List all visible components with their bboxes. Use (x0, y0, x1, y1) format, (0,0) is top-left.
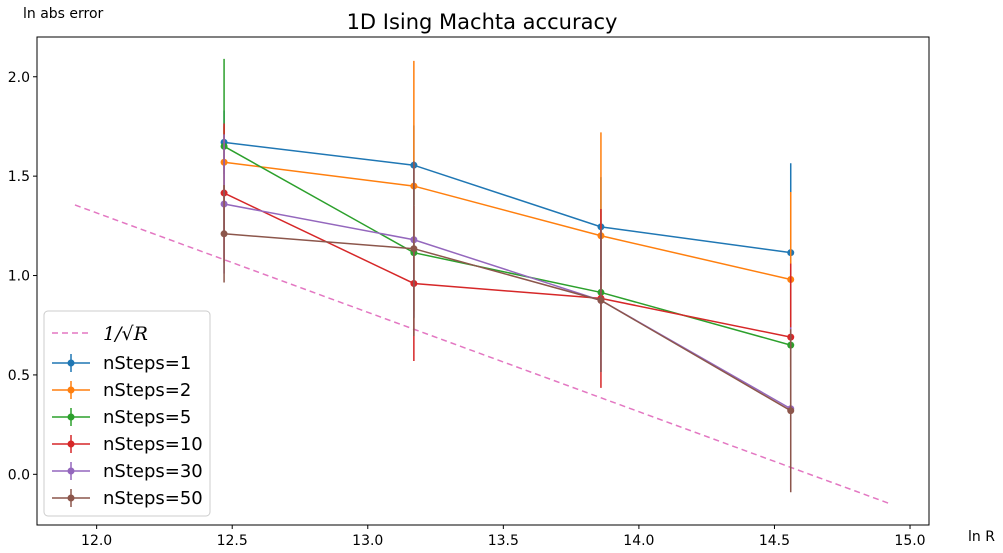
x-tick-label: 14.0 (623, 533, 654, 549)
data-point (787, 407, 795, 415)
series-line (223, 203, 792, 410)
x-axis-label: ln R (968, 529, 995, 545)
legend-swatch-marker (67, 494, 75, 502)
x-tick-label: 15.0 (894, 533, 925, 549)
legend-swatch-marker (67, 467, 75, 475)
y-tick-label: 1.5 (8, 169, 30, 185)
x-tick-label: 12.5 (217, 533, 248, 549)
chart-title: 1D Ising Machta accuracy (347, 10, 618, 34)
legend-swatch-marker (67, 359, 75, 367)
series-line (223, 141, 791, 254)
series-nsteps-10 (220, 123, 795, 411)
x-tick-label: 13.0 (352, 533, 383, 549)
legend-label: nSteps=50 (103, 488, 203, 509)
series-nsteps-1 (220, 110, 795, 343)
legend-label: nSteps=5 (103, 407, 191, 428)
legend-label: nSteps=10 (103, 434, 203, 455)
legend-swatch-marker (67, 386, 75, 394)
y-tick-label: 2.0 (8, 70, 30, 86)
y-tick-label: 1.0 (8, 269, 30, 285)
data-point (597, 296, 605, 304)
legend-label: nSteps=2 (103, 380, 191, 401)
legend: 1/√R nSteps=1 nSteps=2 nSteps=5 nSteps=10 nSt… (43, 310, 211, 517)
x-tick-label: 13.5 (488, 533, 519, 549)
y-axis-label: ln abs error (23, 6, 104, 22)
y-tick-label: 0.5 (8, 368, 30, 384)
series-line (223, 161, 791, 281)
legend-label: nSteps=30 (103, 461, 203, 482)
legend-swatch-marker (67, 440, 75, 448)
reference-line (74, 204, 889, 504)
plot-frame (36, 36, 930, 526)
legend-label: nSteps=1 (103, 353, 191, 374)
series-line (224, 233, 792, 412)
data-point (410, 245, 418, 253)
data-point (220, 230, 228, 238)
legend-swatch-marker (67, 413, 75, 421)
x-tick-label: 12.0 (81, 533, 112, 549)
series-line (223, 192, 791, 338)
series-nsteps-50 (220, 161, 795, 493)
series-line (223, 145, 791, 346)
legend-label-reference: 1/√R (103, 323, 148, 345)
x-tick-label: 14.5 (759, 533, 790, 549)
y-tick-label: 0.0 (8, 467, 30, 483)
